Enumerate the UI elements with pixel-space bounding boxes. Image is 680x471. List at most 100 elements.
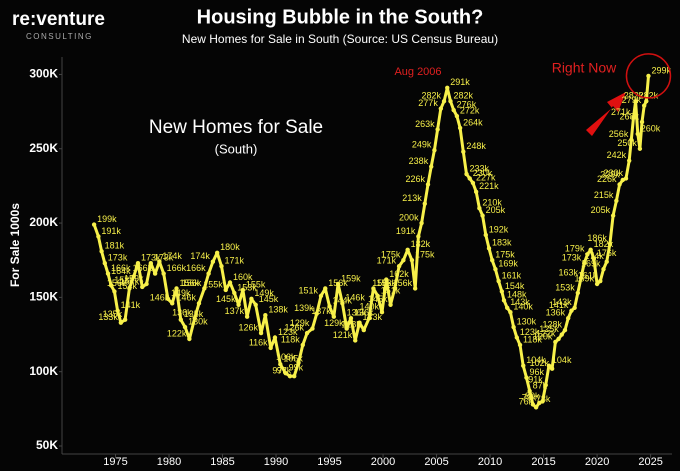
- point: [591, 256, 597, 261]
- point: [594, 281, 600, 287]
- point: [464, 171, 469, 177]
- point: [214, 250, 220, 255]
- data-label: 271k: [611, 107, 631, 117]
- logo-sub: CONSULTING: [26, 32, 93, 41]
- point: [361, 327, 366, 333]
- data-label: 264k: [463, 117, 483, 127]
- point: [348, 315, 354, 321]
- data-label: 242k: [607, 150, 627, 160]
- data-label: 146k: [150, 293, 170, 303]
- point: [115, 308, 120, 313]
- point: [314, 311, 319, 316]
- point: [486, 246, 492, 251]
- data-label: 249k: [412, 140, 432, 150]
- data-label: 123k: [278, 327, 298, 337]
- point: [546, 363, 552, 368]
- point: [553, 339, 558, 345]
- data-label: 130k: [188, 316, 208, 326]
- point: [292, 373, 297, 379]
- point: [438, 106, 444, 111]
- highlight-circle: [625, 53, 672, 99]
- point: [610, 213, 616, 218]
- data-label: 263k: [415, 119, 435, 129]
- point: [210, 259, 216, 264]
- point: [543, 382, 548, 388]
- data-label: 157k: [120, 276, 140, 286]
- point: [607, 241, 613, 247]
- x-tick-label: 2010: [478, 456, 502, 468]
- data-label: 164k: [111, 266, 131, 276]
- data-label: 282k: [453, 91, 473, 101]
- data-label: 173k: [154, 253, 174, 263]
- point: [249, 296, 254, 302]
- data-label: 153k: [237, 282, 257, 292]
- data-label: 105k: [283, 354, 303, 364]
- data-label: 182k: [594, 239, 614, 249]
- data-label: 282k: [422, 91, 442, 101]
- y-tick-label: 200K: [29, 215, 58, 229]
- data-label: 145k: [259, 294, 279, 304]
- point: [375, 293, 380, 299]
- data-label: 154k: [117, 281, 137, 291]
- point: [629, 137, 634, 143]
- y-tick-label: 100K: [29, 364, 58, 378]
- data-label: 250k: [617, 138, 637, 148]
- point: [422, 201, 427, 206]
- y-axis-label: For Sale 1000s: [8, 203, 22, 287]
- point: [517, 342, 523, 348]
- point: [109, 283, 114, 288]
- data-label: 171k: [224, 256, 244, 266]
- data-label: 182k: [411, 239, 431, 249]
- data-label: 210k: [482, 198, 502, 208]
- data-label: 156k: [393, 278, 413, 288]
- point: [445, 85, 450, 91]
- point: [480, 213, 485, 218]
- point: [416, 234, 421, 239]
- point: [448, 98, 453, 104]
- data-label: 125k: [539, 324, 559, 334]
- point: [253, 302, 258, 308]
- data-label: 78k: [536, 394, 551, 404]
- point: [521, 363, 526, 368]
- data-label: 106k: [276, 352, 296, 362]
- point: [435, 127, 440, 132]
- data-label: 159k: [124, 273, 144, 283]
- data-label: 162k: [389, 269, 409, 279]
- point: [91, 222, 97, 227]
- point: [331, 314, 337, 319]
- data-label: 138k: [268, 305, 288, 315]
- point: [493, 266, 498, 272]
- data-label: 279k: [622, 95, 642, 105]
- point: [99, 249, 104, 254]
- data-label: 145k: [368, 294, 388, 304]
- data-label: 145k: [216, 294, 236, 304]
- data-label: 173k: [141, 253, 161, 263]
- logo: re:venture: [12, 9, 105, 30]
- data-label: 166k: [167, 263, 187, 273]
- data-label: 130k: [517, 316, 537, 326]
- point: [601, 266, 606, 272]
- data-label: 291k: [450, 77, 470, 87]
- x-tick-label: 2025: [638, 456, 662, 468]
- point: [432, 148, 437, 153]
- data-label: 133k: [98, 312, 118, 322]
- point: [318, 293, 324, 299]
- data-label: 200k: [399, 212, 419, 222]
- data-label: 146k: [345, 293, 365, 303]
- data-label: 118k: [523, 334, 542, 344]
- point: [236, 302, 241, 308]
- x-tick-label: 1995: [317, 456, 341, 468]
- point: [633, 98, 638, 104]
- data-label: 120k: [533, 331, 553, 341]
- data-label: 126k: [239, 322, 259, 332]
- point: [122, 317, 128, 322]
- point: [96, 234, 101, 239]
- point: [641, 103, 647, 108]
- data-label: 169k: [498, 259, 518, 269]
- point: [637, 146, 643, 151]
- point: [631, 115, 636, 120]
- data-label: 215k: [594, 190, 614, 200]
- point: [396, 263, 402, 269]
- point: [384, 277, 389, 282]
